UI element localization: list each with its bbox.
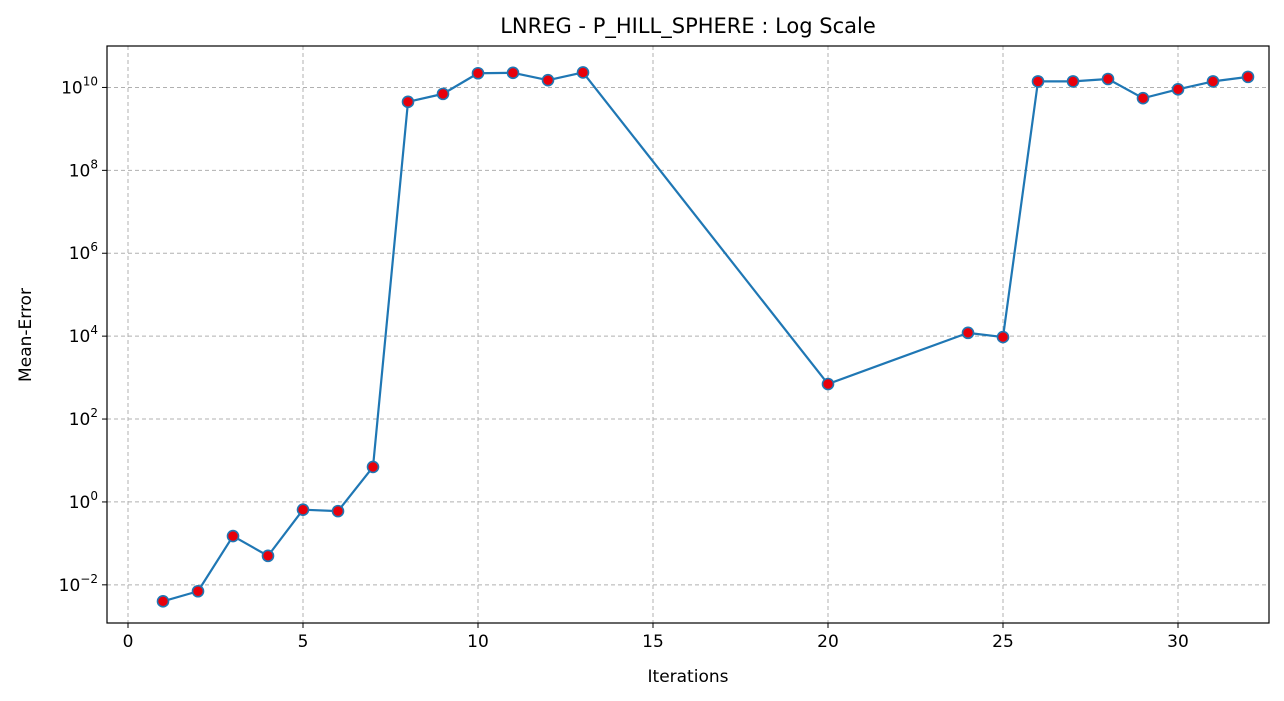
data-point: [296, 503, 310, 516]
data-point: [961, 326, 975, 340]
data-point: [331, 504, 345, 518]
y-tick-label: 106: [69, 240, 98, 264]
y-tick-exponent: 8: [90, 157, 98, 171]
data-point: [996, 330, 1010, 344]
x-tick-label: 5: [298, 632, 309, 652]
data-point: [191, 584, 205, 598]
x-tick-label: 15: [642, 632, 664, 652]
x-tick-label: 30: [1167, 632, 1189, 652]
y-tick-base: 10: [69, 327, 91, 347]
data-point: [1101, 72, 1115, 86]
x-tick-label: 20: [817, 632, 839, 652]
x-tick-label: 10: [467, 632, 489, 652]
data-point: [226, 529, 240, 543]
data-point: [821, 377, 835, 391]
data-point: [1066, 75, 1080, 88]
y-tick-label: 102: [69, 406, 98, 430]
y-axis-label: Mean-Error: [16, 288, 36, 382]
data-points: [156, 66, 1255, 608]
y-tick-exponent: 0: [90, 489, 98, 503]
chart-title: LNREG - P_HILL_SPHERE : Log Scale: [500, 14, 876, 39]
data-point: [1136, 91, 1150, 105]
data-point: [1171, 83, 1185, 96]
grid: [107, 46, 1269, 623]
y-tick-label: 100: [69, 489, 98, 513]
data-point: [506, 66, 520, 80]
y-tick-base: 10: [61, 78, 83, 98]
y-tick-label: 108: [69, 157, 98, 181]
y-tick-exponent: 2: [90, 406, 98, 420]
data-point: [576, 66, 590, 79]
x-tick-label: 25: [992, 632, 1014, 652]
y-tick-base: 10: [69, 493, 91, 513]
y-tick-base: 10: [59, 576, 81, 596]
x-axis-label: Iterations: [648, 667, 729, 687]
y-tick-base: 10: [69, 410, 91, 430]
x-axis-ticks: 0 5 10 15 20 25 30: [123, 623, 1189, 652]
series-line: [162, 71, 1249, 603]
data-point: [1206, 75, 1220, 88]
series-line-path: [162, 71, 1249, 603]
y-tick-exponent: −2: [80, 572, 98, 586]
plot-frame: [106, 45, 1270, 624]
data-point: [541, 73, 555, 87]
data-point: [261, 549, 275, 563]
data-point: [1241, 70, 1255, 84]
x-tick-label: 0: [123, 632, 134, 652]
data-point: [471, 66, 485, 80]
y-tick-exponent: 6: [90, 240, 98, 254]
data-point: [366, 460, 380, 474]
y-tick-label: 10−2: [59, 572, 98, 596]
y-tick-exponent: 10: [83, 74, 98, 88]
data-point: [436, 87, 450, 101]
y-tick-base: 10: [69, 161, 91, 181]
y-tick-base: 10: [69, 244, 91, 264]
data-point: [401, 95, 415, 109]
y-tick-label: 104: [69, 323, 98, 347]
data-point: [1031, 75, 1045, 88]
data-point: [156, 595, 170, 608]
y-tick-exponent: 4: [90, 323, 98, 337]
y-tick-label: 1010: [61, 74, 98, 98]
